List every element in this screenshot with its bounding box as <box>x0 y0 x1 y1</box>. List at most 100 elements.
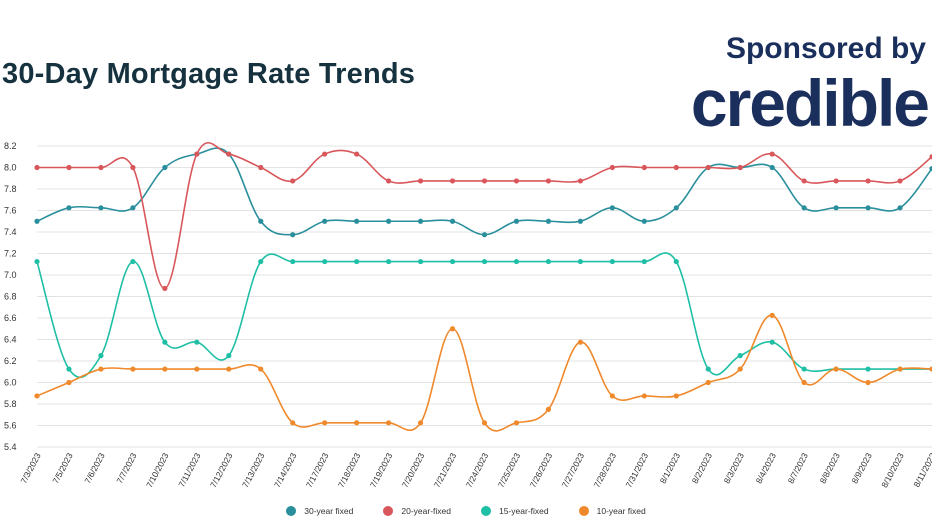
data-point <box>577 218 583 224</box>
series-line <box>36 147 932 236</box>
y-tick-label: 6.8 <box>4 292 17 302</box>
sponsor-logo: credible <box>690 66 930 140</box>
data-point <box>130 164 136 171</box>
y-tick-label: 5.6 <box>4 421 17 431</box>
x-tick-label: 7/24/2023 <box>464 451 491 489</box>
data-point <box>98 366 104 372</box>
data-point <box>609 205 615 211</box>
data-point <box>897 178 903 184</box>
data-point <box>865 205 871 211</box>
legend-label: 20-year-fixed <box>401 506 451 516</box>
data-point <box>130 205 136 211</box>
data-point <box>98 205 104 211</box>
legend-item: 10-year fixed <box>578 506 646 516</box>
sponsor-label: Sponsored by <box>725 32 926 65</box>
data-point <box>801 379 807 386</box>
data-point <box>577 178 583 184</box>
x-tick-label: 8/2/2023 <box>690 451 714 485</box>
data-point <box>386 178 392 184</box>
x-tick-label: 7/6/2023 <box>82 451 106 485</box>
x-tick-label: 7/5/2023 <box>50 451 74 485</box>
data-point <box>897 366 903 372</box>
data-point <box>354 151 360 157</box>
x-tick-label: 7/11/2023 <box>176 451 202 489</box>
data-point <box>481 178 488 184</box>
data-point <box>577 339 583 345</box>
data-point <box>449 218 456 224</box>
x-tick-label: 7/20/2023 <box>400 451 427 489</box>
data-point <box>737 164 743 171</box>
data-point <box>641 164 647 171</box>
data-point <box>481 258 488 265</box>
data-point <box>258 366 264 372</box>
data-point <box>769 339 775 345</box>
data-point <box>481 420 488 426</box>
y-tick-label: 5.8 <box>4 399 17 409</box>
y-tick-label: 7.2 <box>4 249 17 259</box>
legend-label: 30-year fixed <box>304 506 354 516</box>
data-point <box>162 164 168 171</box>
chart-legend: 30-year fixed 20-year-fixed 15-year-fixed 1… <box>0 506 932 516</box>
x-tick-label: 7/10/2023 <box>144 451 171 489</box>
x-tick-label: 8/1/2023 <box>658 451 682 485</box>
data-point <box>66 164 72 171</box>
legend-swatch <box>383 506 394 516</box>
y-tick-label: 6.2 <box>4 356 17 366</box>
data-point <box>737 366 743 372</box>
data-point <box>258 164 264 171</box>
data-point <box>513 258 520 265</box>
legend-item: 20-year-fixed <box>383 506 451 516</box>
data-point <box>34 218 40 224</box>
x-tick-label: 7/14/2023 <box>272 451 299 489</box>
x-tick-label: 7/17/2023 <box>304 451 331 489</box>
data-point <box>673 258 679 265</box>
data-point <box>354 258 360 265</box>
data-point <box>322 420 328 426</box>
data-point <box>577 258 583 265</box>
x-tick-label: 8/9/2023 <box>849 451 873 485</box>
data-point <box>322 258 328 265</box>
x-tick-label: 7/7/2023 <box>114 451 138 485</box>
x-tick-label: 8/7/2023 <box>786 451 810 485</box>
x-tick-label: 7/13/2023 <box>240 451 267 489</box>
data-point <box>34 393 40 399</box>
y-tick-label: 7.0 <box>4 270 17 280</box>
data-point <box>641 218 647 224</box>
data-point <box>801 205 807 211</box>
data-point <box>290 258 296 265</box>
x-tick-label: 7/27/2023 <box>560 451 587 489</box>
data-point <box>386 258 392 265</box>
data-point <box>194 366 200 372</box>
data-point <box>66 379 72 386</box>
data-point <box>162 366 168 372</box>
data-point <box>290 420 296 426</box>
data-point <box>609 258 615 265</box>
data-point <box>673 164 679 171</box>
data-point <box>66 205 72 211</box>
data-point <box>833 205 839 211</box>
data-point <box>449 258 456 265</box>
x-tick-label: 8/11/2023 <box>911 451 932 489</box>
data-point <box>481 232 488 238</box>
data-point <box>865 366 871 372</box>
legend-swatch <box>578 506 589 516</box>
data-point <box>609 164 615 171</box>
y-tick-label: 7.6 <box>4 206 17 216</box>
data-point <box>929 154 932 160</box>
x-tick-label: 7/21/2023 <box>432 451 459 489</box>
x-tick-label: 7/25/2023 <box>496 451 523 489</box>
data-point <box>194 151 200 157</box>
y-tick-label: 5.4 <box>4 442 17 452</box>
y-tick-label: 6.6 <box>4 313 17 323</box>
data-point <box>322 151 328 157</box>
data-point <box>162 285 168 292</box>
data-point <box>162 339 168 345</box>
data-point <box>354 420 360 426</box>
data-point <box>833 178 839 184</box>
x-tick-label: 7/31/2023 <box>623 451 650 489</box>
data-point <box>130 258 136 265</box>
data-point <box>98 353 104 359</box>
legend-item: 30-year fixed <box>286 506 353 516</box>
legend-swatch <box>286 506 297 516</box>
y-tick-label: 6.0 <box>4 378 17 388</box>
